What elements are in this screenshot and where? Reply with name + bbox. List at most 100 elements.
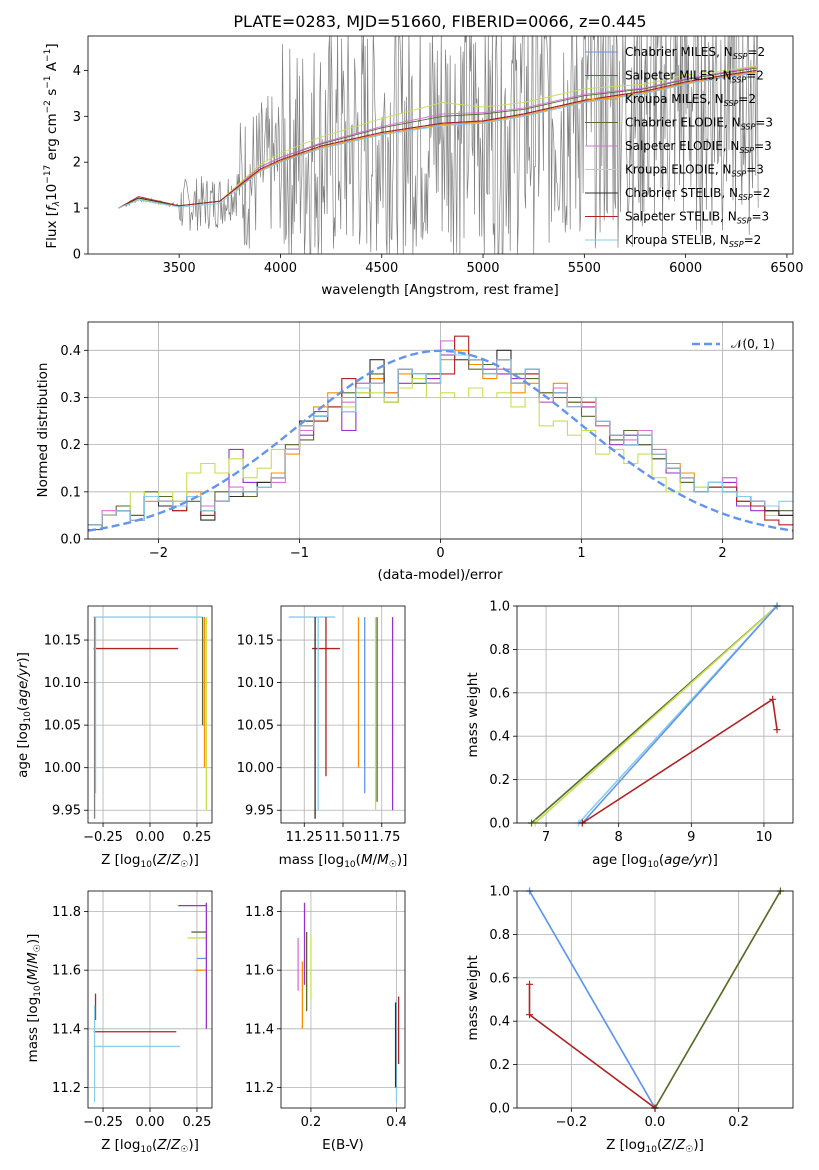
weight-age-axes: 7 8 9 10 0.0 0.2 0.4 0.6 0.8 1.0: [489, 600, 793, 845]
legend-label: Kroupa MILES, NSSP=2: [625, 92, 756, 108]
mass-ebv-ytick-label: 11.2: [245, 1081, 274, 1096]
weight-age-plot: [528, 602, 781, 827]
age-z-xtick-label: 0.00: [136, 830, 165, 845]
legend-rest: =3: [746, 163, 764, 177]
weight-z-frame: [516, 890, 794, 1109]
residuals-axes: −2 −1 0 1 2 0.0 0.1 0.2 0.3 0.4: [60, 322, 793, 561]
weight-age-xtick-label: 9: [687, 830, 695, 845]
legend-rest: =2: [747, 45, 765, 59]
weight-age-ytick-label: 0.0: [489, 817, 510, 832]
weight-age-xtick-label: 8: [615, 830, 623, 845]
weight-age-ytick-label: 1.0: [489, 600, 510, 615]
panel-mass-vs-Z: Z [log10(Z/Z☉)] mass [log10(M/M☉)]: [25, 934, 199, 1155]
spectrum-xlabel: wavelength [Angstrom, rest frame]: [321, 282, 559, 298]
legend-sub: SSP: [732, 170, 747, 179]
legend-sub: SSP: [732, 76, 747, 85]
mass-ebv-ytick-label: 11.6: [245, 964, 274, 979]
age-mass-xtick-label: 11.50: [324, 830, 361, 845]
residuals-xtick-label: −1: [290, 546, 309, 561]
residuals-ylabel: Normed distribution: [35, 363, 51, 498]
panel-age-vs-mass: mass [log10(M/M☉)]: [279, 852, 408, 870]
gaussian-curve: [88, 349, 793, 532]
spectrum-xtick-label: 6000: [669, 261, 702, 276]
spectrum-legend: Chabrier MILES, NSSP=2 Salpeter MILES, NS…: [585, 45, 773, 249]
legend-rest: =3: [755, 116, 773, 130]
legend-label: Salpeter STELIB, NSSP=3: [625, 210, 769, 226]
mass-ebv-xtick-label: 0.2: [301, 1115, 322, 1130]
weight-age-ylabel: mass weight: [465, 672, 481, 757]
legend-rest: =2: [753, 186, 771, 200]
mass-z-frame: [87, 890, 213, 1109]
residuals-ytick-label: 0.3: [60, 391, 81, 406]
weight-age-ytick-label: 0.2: [489, 773, 510, 788]
age-mass-ytick-label: 10.15: [237, 634, 274, 649]
observed-spectrum-line: [124, 36, 759, 254]
weight-z-line: [528, 890, 656, 1109]
residuals-xtick-label: 2: [718, 546, 726, 561]
legend-rest: =3: [751, 210, 769, 224]
residuals-xlabel: (data-model)/error: [377, 567, 503, 583]
age-z-plot: [93, 616, 208, 819]
age-z-xlabel: Z [log10(Z/Z☉)]: [101, 852, 199, 870]
legend-sub: SSP: [737, 217, 752, 226]
weight-age-line: [581, 605, 778, 824]
weight-z-ytick-label: 0.0: [489, 1102, 510, 1117]
legend-label: Chabrier STELIB, NSSP=2: [625, 186, 770, 202]
residuals-xtick-label: 1: [577, 546, 585, 561]
gaussian-legend-label: 𝒩(0, 1): [731, 337, 775, 351]
age-mass-xtick-label: 11.25: [286, 830, 323, 845]
age-mass-ytick-label: 10.00: [237, 761, 274, 776]
mass-z-axes: −0.25 0.00 0.25 11.2 11.4 11.6 11.8: [52, 891, 212, 1130]
age-z-ytick-label: 10.10: [44, 676, 81, 691]
age-mass-frame: [280, 605, 406, 824]
legend-rest: =2: [744, 233, 762, 247]
mass-z-xlabel: Z [log10(Z/Z☉)]: [101, 1137, 199, 1155]
weight-z-line: [528, 984, 656, 1109]
age-z-xtick-label: −0.25: [83, 830, 123, 845]
panel-mass-vs-ebv: E(B-V): [322, 1137, 364, 1153]
legend-label: Kroupa ELODIE, NSSP=3: [625, 163, 764, 179]
mass-ebv-ytick-label: 11.4: [245, 1022, 274, 1037]
residuals-xtick-label: −2: [149, 546, 168, 561]
mass-ebv-ytick-label: 11.8: [245, 905, 274, 920]
spectrum-xtick-label: 5000: [466, 261, 499, 276]
legend-sub: SSP: [733, 52, 748, 61]
weight-z-ytick-label: 0.6: [489, 971, 510, 986]
mass-z-ytick-label: 11.6: [52, 964, 81, 979]
weight-age-ytick-label: 0.4: [489, 730, 510, 745]
weight-age-ytick-label: 0.8: [489, 643, 510, 658]
mass-ebv-axes: 0.2 0.4 11.2 11.4 11.6 11.8: [245, 891, 407, 1130]
weight-z-ytick-label: 0.2: [489, 1058, 510, 1073]
spectrum-plot: [118, 36, 759, 254]
mass-z-xtick-label: 0.00: [136, 1115, 165, 1130]
legend-sub: SSP: [738, 193, 753, 202]
weight-z-marker: [526, 980, 534, 988]
residuals-plot: [88, 335, 793, 532]
age-mass-ytick-label: 9.95: [245, 804, 274, 819]
legend-label: Kroupa STELIB, NSSP=2: [625, 233, 761, 249]
spectrum-xtick-label: 4500: [365, 261, 398, 276]
weight-age-line: [534, 605, 778, 824]
weight-z-xtick-label: 0.2: [728, 1115, 749, 1130]
spectrum-ytick-label: 0: [73, 248, 81, 263]
residuals-ytick-label: 0.0: [60, 533, 81, 548]
legend-rest: =2: [746, 69, 764, 83]
model-spectrum-line: [118, 72, 757, 209]
legend-sub: SSP: [739, 146, 754, 155]
legend-label: Chabrier MILES, NSSP=2: [625, 45, 765, 61]
residuals-ytick-label: 0.4: [60, 344, 81, 359]
age-z-ytick-label: 10.05: [44, 719, 81, 734]
age-mass-ytick-label: 10.10: [237, 676, 274, 691]
weight-age-frame: [516, 605, 794, 824]
age-mass-plot: [288, 616, 394, 819]
age-mass-axes: 11.25 11.50 11.75 9.95 10.00 10.05 10.10 10.15: [237, 606, 405, 845]
spectrum-title: PLATE=0283, MJD=51660, FIBERID=0066, z=0…: [233, 12, 646, 31]
mass-z-ytick-label: 11.4: [52, 1022, 81, 1037]
residual-histogram: [88, 378, 793, 526]
weight-z-ytick-label: 0.4: [489, 1015, 510, 1030]
weight-age-xtick-label: 10: [756, 830, 773, 845]
age-z-frame: [87, 605, 213, 824]
spectrum-ylabel: Flux [fλ10−17 erg cm−2 s−1 A−1]: [43, 43, 62, 248]
legend-label: Salpeter ELODIE, NSSP=3: [625, 139, 772, 155]
